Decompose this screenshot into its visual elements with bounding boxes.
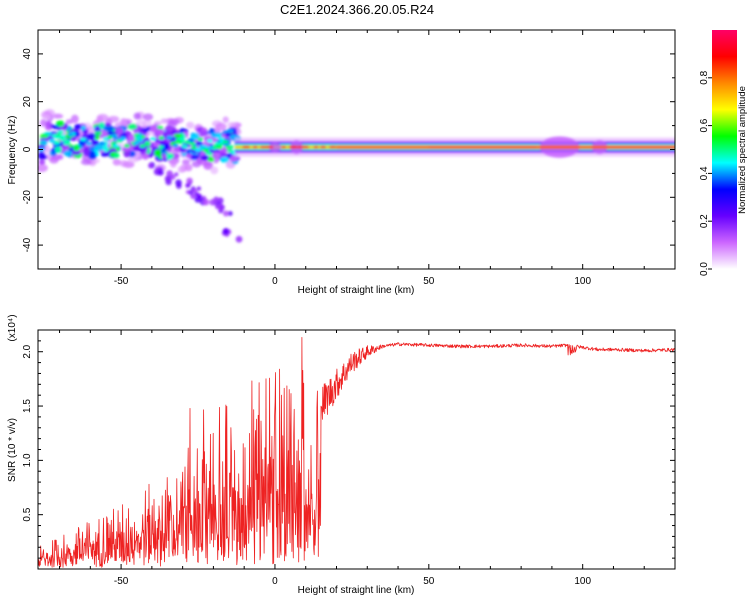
y-tick-label: 2.0 <box>22 344 33 358</box>
snr-panel: -50 0 50 100 0.5 1.0 1.5 2.0 Height of straigh… <box>7 314 676 596</box>
colorbar-label: Normalized spectral amplitude <box>737 86 748 214</box>
snr-y-axis-label: SNR (10 * v/v) <box>7 418 18 482</box>
spectrogram-y-axis-label: Frequency (Hz) <box>7 116 18 185</box>
colorbar-tick-label: 0.0 <box>699 262 710 276</box>
y-tick-label: -40 <box>22 237 33 252</box>
colorbar: 0.0 0.2 0.4 0.6 0.8 Normalized spectral ampl… <box>699 30 748 276</box>
snr-series-line <box>38 337 675 568</box>
colorbar-tick-label: 0.4 <box>699 166 710 180</box>
x-tick-label: 0 <box>272 576 278 587</box>
spectrogram-x-ticks: -50 0 50 100 <box>59 30 676 287</box>
x-tick-label: 50 <box>423 576 435 587</box>
snr-y-ticks: 0.5 1.0 1.5 2.0 <box>22 340 675 559</box>
snr-x-axis-label: Height of straight line (km) <box>298 585 415 596</box>
spectrogram-heatmap <box>38 109 675 243</box>
colorbar-tick-label: 0.6 <box>699 118 710 132</box>
y-tick-label: 0 <box>22 146 33 152</box>
colorbar-ticks: 0.0 0.2 0.4 0.6 0.8 <box>699 70 712 276</box>
x-tick-label: 0 <box>272 276 278 287</box>
y-tick-label: 40 <box>22 48 33 60</box>
x-tick-label: -50 <box>114 576 129 587</box>
colorbar-gradient <box>712 30 737 269</box>
snr-y-multiplier: (x10⁴) <box>7 314 18 341</box>
snr-frame <box>37 329 676 570</box>
x-tick-label: -50 <box>114 276 129 287</box>
x-tick-label: 100 <box>574 576 591 587</box>
y-tick-label: 20 <box>22 96 33 108</box>
snr-x-ticks: -50 0 50 100 <box>59 330 676 587</box>
x-tick-label: 100 <box>574 276 591 287</box>
spectrogram-x-axis-label: Height of straight line (km) <box>298 285 415 296</box>
y-tick-label: 1.5 <box>22 399 33 413</box>
spectrogram-y-ticks: 40 20 0 -20 -40 <box>22 48 675 252</box>
y-tick-label: -20 <box>22 190 33 205</box>
y-tick-label: 1.0 <box>22 453 33 467</box>
colorbar-tick-label: 0.2 <box>699 214 710 228</box>
colorbar-tick-label: 0.8 <box>699 70 710 84</box>
figure-title: C2E1.2024.366.20.05.R24 <box>280 2 434 17</box>
y-tick-label: 0.5 <box>22 507 33 521</box>
spectrogram-panel: -50 0 50 100 40 20 0 -20 -40 Height of straight… <box>7 29 676 296</box>
x-tick-label: 50 <box>423 276 435 287</box>
